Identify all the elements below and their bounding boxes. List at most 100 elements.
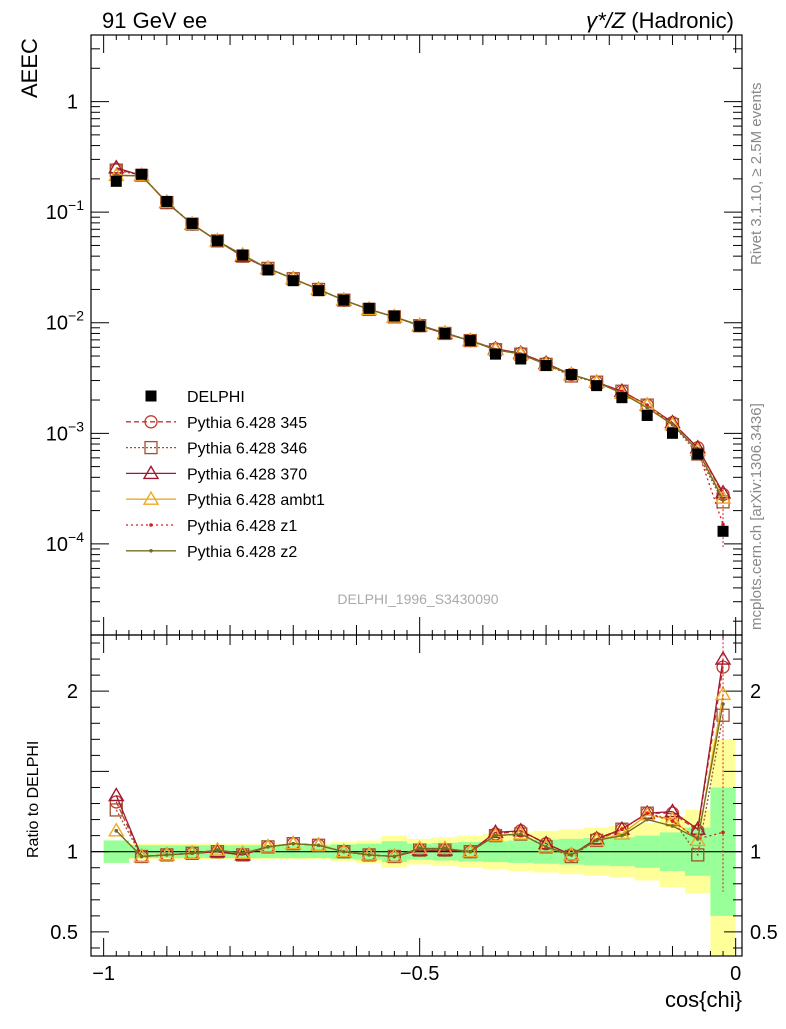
header-right-suffix: (Hadronic): [625, 8, 734, 33]
ratio-series-point-4: [645, 811, 649, 815]
ratio-series-point-5: [240, 851, 245, 856]
ratio-series-point-3: [158, 846, 176, 861]
analysis-id-label: DELPHI_1996_S3430090: [337, 591, 498, 607]
ratio-series-point-5: [190, 851, 194, 856]
header-left-title: 91 GeV ee: [102, 8, 207, 33]
data-point: [490, 348, 502, 360]
legend-label: Pythia 6.428 345: [187, 415, 307, 432]
main-plot-area: 1 10−1 10−2 10−3 10−4: [46, 34, 743, 653]
data-point: [287, 275, 299, 287]
ratio-series-point-5: [266, 845, 270, 849]
legend-marker: [142, 465, 160, 480]
ratio-series-point-3: [487, 827, 504, 842]
ratio-ytick-label: 2: [67, 681, 78, 703]
ratio-plot-area: −1 −0.5 0 0.5 0.5 1 1 2 2: [50, 634, 778, 985]
data-point: [439, 327, 451, 339]
ratio-ytick-label-right: 2: [750, 681, 761, 703]
xtick-label: −1: [92, 963, 115, 985]
ratio-series-point-2: [108, 787, 125, 802]
ratio-series-point-5: [670, 824, 675, 828]
main-series-point-5: [670, 422, 675, 427]
ratio-series-point-3: [285, 835, 302, 850]
legend-marker: [149, 523, 153, 527]
main-ytick-label: 1: [67, 92, 78, 114]
data-point: [414, 320, 426, 332]
ratio-series-point-3: [209, 841, 226, 856]
main-ylabel: AEEC: [17, 38, 42, 98]
ratio-series-point-2: [234, 846, 251, 861]
main-ytick-label: 10−1: [46, 197, 84, 224]
ratio-series-point-5: [695, 837, 700, 841]
data-point: [110, 175, 122, 187]
data-point: [591, 380, 603, 392]
data-point: [186, 217, 198, 229]
header-right-title: γ*/Z (Hadronic): [586, 8, 734, 33]
data-point: [540, 360, 552, 372]
ratio-series-point-5: [468, 849, 473, 854]
legend-marker: [142, 490, 160, 505]
data-point: [338, 294, 350, 306]
ratio-series-point-1: [716, 708, 730, 722]
main-ytick-label: 10−2: [46, 308, 84, 335]
data-point: [464, 335, 476, 347]
main-series-point-5: [645, 406, 649, 410]
legend-label: Pythia 6.428 ambt1: [187, 492, 325, 509]
ratio-series-point-1: [564, 849, 578, 864]
rivet-label: Rivet 3.1.10, ≥ 2.5M events: [748, 83, 765, 266]
ratio-series-point-2: [588, 830, 605, 845]
legend-marker: [149, 549, 153, 553]
ratio-series-point-4: [620, 827, 624, 832]
data-point: [666, 427, 678, 439]
mcplots-label: mcplots.cern.ch [arXiv:1306.3436]: [748, 403, 765, 630]
ratio-series-point-3: [537, 838, 555, 853]
ratio-series-point-5: [367, 853, 371, 857]
ratio-series-point-5: [544, 845, 548, 849]
data-point: [136, 168, 148, 180]
ratio-series-point-5: [594, 838, 599, 843]
ratio-series-point-5: [620, 833, 624, 838]
ratio-series-point-1: [691, 848, 705, 862]
ratio-series-point-4: [670, 819, 675, 823]
ratio-series-point-5: [342, 849, 346, 854]
data-point: [515, 353, 527, 365]
main-series-point-2: [108, 159, 125, 174]
ratio-series-point-5: [291, 841, 296, 846]
ratio-series-point-5: [316, 843, 321, 848]
main-ytick-label: 10−4: [46, 529, 84, 556]
ratio-series-point-3: [108, 822, 125, 837]
x-axis-label: cos{chi}: [665, 987, 742, 1012]
legend-label: Pythia 6.428 z2: [187, 544, 297, 561]
legend: DELPHI Pythia 6.428 345 Pythia 6.428 346 Py…: [126, 389, 325, 561]
ratio-series-point-3: [512, 825, 530, 840]
ratio-series-point-3: [133, 848, 150, 863]
ratio-series-point-5: [417, 846, 422, 851]
data-point: [211, 235, 223, 247]
legend-label: Pythia 6.428 z1: [187, 518, 297, 535]
ratio-series-point-3: [689, 832, 706, 847]
ratio-series-point-5: [114, 829, 119, 833]
ratio-ytick-label: 1: [67, 842, 78, 864]
ratio-series-point-5: [443, 846, 447, 851]
xtick-label: −0.5: [400, 963, 439, 985]
data-point: [692, 448, 704, 460]
data-point: [565, 369, 577, 381]
ratio-series-point-5: [569, 853, 574, 857]
data-point: [641, 409, 653, 421]
ratio-series-point-5: [392, 854, 397, 859]
ratio-series-point-2: [664, 803, 681, 818]
legend-marker-data: [145, 390, 157, 402]
main-series-point-4: [721, 522, 725, 527]
ratio-series-point-5: [645, 817, 649, 822]
xtick-label: 0: [730, 963, 741, 985]
ratio-ytick-label-right: 0.5: [750, 922, 778, 944]
ratio-series-point-5: [139, 854, 144, 859]
data-point: [262, 264, 274, 276]
ratio-series-point-3: [310, 836, 327, 851]
ratio-series-point-5: [518, 832, 523, 836]
legend-label: Pythia 6.428 346: [187, 441, 307, 458]
legend-label: Pythia 6.428 370: [187, 466, 307, 483]
ratio-ytick-label: 0.5: [50, 922, 78, 944]
data-point: [313, 285, 325, 297]
ratio-series-point-5: [215, 848, 220, 852]
